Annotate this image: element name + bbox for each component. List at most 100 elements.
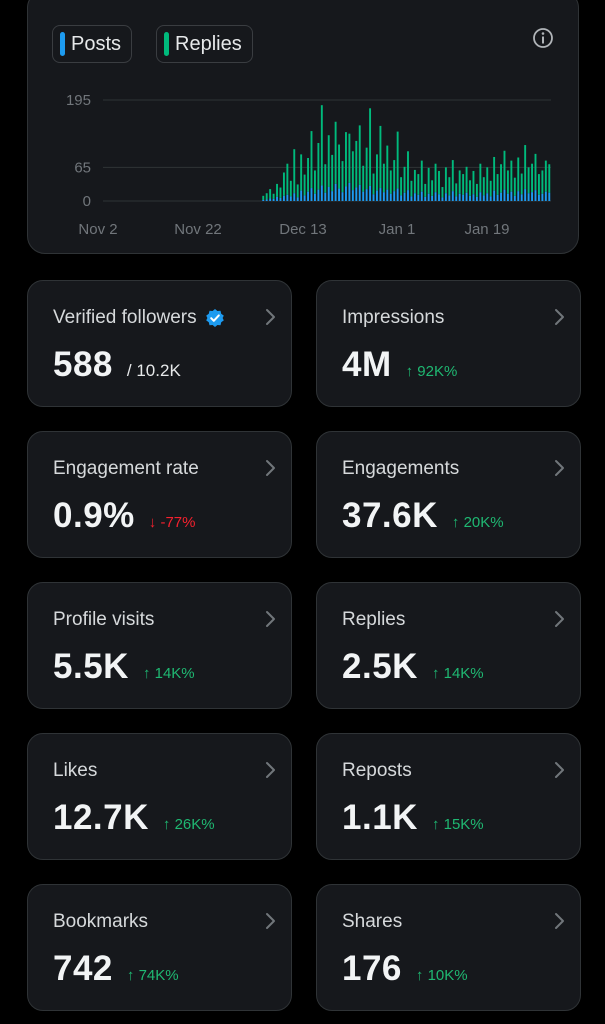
metric-label: Impressions [342,307,444,329]
bar-replies [417,174,420,195]
metric-tile-reposts[interactable]: Reposts 1.1K ↑ 15K% [316,733,581,860]
metric-label: Profile visits [53,609,154,631]
bar-replies [341,161,344,193]
bar-replies [537,174,540,195]
bar-replies [527,167,530,194]
bar-replies [372,173,375,195]
bar-posts [517,191,520,201]
bar-posts [410,196,413,201]
bar-posts [548,192,551,201]
bar-replies [269,189,272,199]
bar-posts [345,186,347,201]
chevron-right-icon [555,460,564,476]
bar-replies [503,150,506,190]
metric-tile-replies[interactable]: Replies 2.5K ↑ 14K% [316,582,581,709]
bar-replies [520,173,523,195]
bar-replies [320,105,323,186]
metric-tile-verified-followers[interactable]: Verified followers 588 / 10.2K [27,280,292,407]
bar-posts [524,189,527,201]
x-tick-label: Nov 22 [174,221,222,238]
metric-value-row: 0.9% ↓ -77% [53,496,195,536]
bar-posts [307,191,309,201]
bar-posts [327,187,330,201]
metric-tile-bookmarks[interactable]: Bookmarks 742 ↑ 74K% [27,884,292,1011]
info-icon[interactable] [532,27,554,49]
bar-replies [324,164,327,193]
metric-value: 5.5K [53,647,129,686]
bar-posts [351,190,354,201]
metric-value: 37.6K [342,496,438,535]
metric-tile-engagements[interactable]: Engagements 37.6K ↑ 20K% [316,431,581,558]
bar-replies [313,170,316,194]
bar-replies [279,187,282,198]
bar-posts [510,191,513,201]
metric-label-text: Reposts [342,760,412,781]
bar-posts [441,197,444,201]
bar-posts [506,193,509,201]
bar-posts [369,185,372,201]
bar-posts [527,193,530,201]
legend-posts-toggle[interactable]: Posts [52,25,133,63]
bar-posts [341,192,344,201]
metric-label-text: Engagement rate [53,458,199,479]
bar-replies [534,153,537,191]
bar-replies [293,149,296,194]
bar-replies [434,163,437,193]
bar-posts [462,194,465,201]
bar-posts [513,195,516,201]
bar-replies [506,170,509,194]
bar-posts [282,195,285,201]
bar-posts [265,199,268,201]
bar-posts [544,191,547,201]
bar-posts [334,183,337,201]
bar-posts [420,191,423,201]
metric-total: / 10.2K [126,361,181,380]
metric-tile-shares[interactable]: Shares 176 ↑ 10K% [316,884,581,1011]
bar-replies [296,184,299,198]
bar-replies [282,172,285,196]
chevron-right-icon [266,762,275,778]
bar-posts [338,188,341,201]
metric-label-text: Replies [342,609,406,630]
bar-posts [362,191,365,201]
chevron-right-icon [266,913,275,929]
metric-tile-likes[interactable]: Likes 12.7K ↑ 26K% [27,733,292,860]
bar-posts [386,189,389,201]
bar-replies [451,160,454,192]
metric-change: ↑ 74K% [126,967,179,984]
bar-replies [396,131,399,189]
chevron-right-icon [266,611,275,627]
legend-replies-toggle[interactable]: Replies [156,25,253,63]
bar-posts [355,187,358,201]
bar-posts [358,184,361,201]
metric-change: ↑ 14K% [431,665,484,682]
chart-legend: Posts Replies [52,25,253,63]
metric-value-row: 588 / 10.2K [53,345,181,385]
chevron-right-icon [555,913,564,929]
metric-label-text: Profile visits [53,609,155,630]
bar-posts [496,194,499,201]
metric-tile-impressions[interactable]: Impressions 4M ↑ 92K% [316,280,581,407]
bar-replies [289,180,292,197]
bar-posts [320,185,323,201]
bar-posts [434,192,437,201]
metric-value: 176 [342,949,402,988]
metric-value-row: 37.6K ↑ 20K% [342,496,504,536]
legend-replies-label: Replies [175,32,242,55]
bar-replies [286,163,289,195]
bar-posts [407,190,409,201]
metric-tile-engagement-rate[interactable]: Engagement rate 0.9% ↓ -77% [27,431,292,558]
bar-replies [400,177,403,196]
bar-replies [310,131,313,189]
bar-replies [541,170,544,194]
bar-replies [365,147,368,190]
x-tick-label: Jan 1 [379,221,416,238]
metric-tile-profile-visits[interactable]: Profile visits 5.5K ↑ 14K% [27,582,292,709]
bar-posts [269,198,272,201]
metric-value-row: 12.7K ↑ 26K% [53,798,215,838]
bar-replies [513,177,516,196]
bar-posts [276,196,278,201]
metric-change: ↑ 15K% [431,816,484,833]
bar-posts [348,182,351,201]
metric-change: ↑ 14K% [142,665,195,682]
